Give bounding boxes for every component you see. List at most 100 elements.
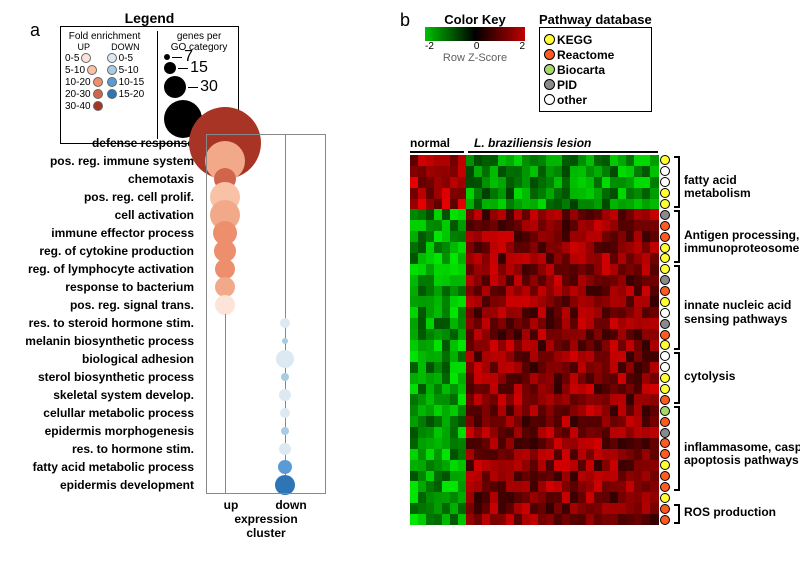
go-row: pos. reg. signal trans. bbox=[5, 296, 326, 314]
pw-dot bbox=[660, 308, 670, 318]
go-track bbox=[200, 278, 320, 296]
pw-dot bbox=[660, 232, 670, 242]
bubble-down bbox=[282, 338, 288, 344]
hm-cell bbox=[650, 177, 659, 188]
swatch bbox=[87, 65, 97, 75]
swatch bbox=[107, 89, 117, 99]
go-label: epidermis development bbox=[5, 478, 200, 492]
hm-cell bbox=[650, 471, 659, 482]
pw-dot bbox=[660, 177, 670, 187]
swatch-label: 0-5 bbox=[119, 53, 133, 64]
go-row: skeletal system develop. bbox=[5, 386, 326, 404]
go-label: pos. reg. cell prolif. bbox=[5, 190, 200, 204]
bubble-down bbox=[280, 408, 290, 418]
hm-cell bbox=[650, 155, 659, 166]
hm-cell bbox=[650, 405, 659, 416]
pw-dot bbox=[660, 221, 670, 231]
bracket bbox=[674, 352, 680, 404]
go-row: res. to hormone stim. bbox=[5, 440, 326, 458]
swatch-label: 15-20 bbox=[119, 89, 145, 100]
go-row: defense response bbox=[5, 134, 326, 152]
hm-normal-label: normal bbox=[410, 136, 450, 150]
annotation-label: ROS production bbox=[684, 506, 776, 519]
go-label: response to bacterium bbox=[5, 280, 200, 294]
annotation-label: inflammasome, caspase, apoptosis pathway… bbox=[684, 441, 800, 467]
go-row: res. to steroid hormone stim. bbox=[5, 314, 326, 332]
gene-size-label: 30 bbox=[200, 78, 218, 96]
go-label: sterol biosynthetic process bbox=[5, 370, 200, 384]
swatch-label: 30-40 bbox=[65, 101, 91, 112]
go-track bbox=[200, 224, 320, 242]
color-key: Color Key -202 Row Z-Score bbox=[425, 12, 525, 64]
pw-dot bbox=[660, 460, 670, 470]
pw-dot bbox=[660, 264, 670, 274]
hm-cell bbox=[650, 460, 659, 471]
go-track bbox=[200, 296, 320, 314]
hm-cell bbox=[650, 253, 659, 264]
col-group-bar bbox=[410, 151, 464, 153]
panel-b-legends: Color Key -202 Row Z-Score Pathway datab… bbox=[425, 12, 652, 112]
pdb-dot bbox=[544, 79, 555, 90]
ck-ticks: -202 bbox=[425, 41, 525, 52]
axis-down: down bbox=[275, 498, 306, 512]
go-label: fatty acid metabolic process bbox=[5, 460, 200, 474]
go-label: res. to steroid hormone stim. bbox=[5, 316, 200, 330]
up-col: UP 0-55-1010-2020-3030-40 bbox=[65, 42, 103, 112]
go-row: immune effector process bbox=[5, 224, 326, 242]
go-track bbox=[200, 440, 320, 458]
pdb-label: other bbox=[557, 93, 587, 107]
hm-cell bbox=[650, 503, 659, 514]
pw-dot bbox=[660, 406, 670, 416]
pdb-label: PID bbox=[557, 78, 577, 92]
bubble-up bbox=[215, 259, 235, 279]
go-track bbox=[200, 368, 320, 386]
go-label: epidermis morphogenesis bbox=[5, 424, 200, 438]
ck-gradient bbox=[425, 27, 525, 41]
go-label: res. to hormone stim. bbox=[5, 442, 200, 456]
pw-dot-col bbox=[660, 155, 674, 525]
hm-cell bbox=[650, 416, 659, 427]
hm-cell bbox=[650, 242, 659, 253]
go-track bbox=[200, 260, 320, 278]
legend-title: Legend bbox=[60, 10, 239, 26]
hm-cell bbox=[650, 373, 659, 384]
go-label: chemotaxis bbox=[5, 172, 200, 186]
bracket bbox=[674, 156, 680, 208]
down-swatches: 0-55-1010-1515-20 bbox=[107, 52, 145, 100]
hm-cell bbox=[650, 514, 659, 525]
hm-cell bbox=[650, 307, 659, 318]
hm-cell bbox=[650, 199, 659, 210]
swatch bbox=[107, 65, 117, 75]
hm-cell bbox=[650, 231, 659, 242]
pw-dot bbox=[660, 362, 670, 372]
swatch bbox=[107, 77, 117, 87]
bubble-down bbox=[281, 373, 289, 381]
go-rows: defense responsepos. reg. immune systemc… bbox=[5, 134, 326, 494]
pdb-title: Pathway database bbox=[539, 12, 652, 27]
go-track bbox=[200, 386, 320, 404]
hm-cell bbox=[650, 188, 659, 199]
genes-title: genes per GO category bbox=[164, 31, 234, 53]
hm-cell bbox=[650, 275, 659, 286]
go-row: cell activation bbox=[5, 206, 326, 224]
pw-dot bbox=[660, 384, 670, 394]
bracket bbox=[674, 504, 680, 524]
hm-cell bbox=[650, 481, 659, 492]
swatch-label: 10-20 bbox=[65, 77, 91, 88]
go-track bbox=[200, 332, 320, 350]
bubble-up bbox=[215, 277, 235, 297]
hm-cell bbox=[650, 449, 659, 460]
go-label: melanin biosynthetic process bbox=[5, 334, 200, 348]
go-row: reg. of cytokine production bbox=[5, 242, 326, 260]
pw-dot bbox=[660, 275, 670, 285]
pw-dot bbox=[660, 493, 670, 503]
go-row: chemotaxis bbox=[5, 170, 326, 188]
go-label: skeletal system develop. bbox=[5, 388, 200, 402]
pw-dot bbox=[660, 253, 670, 263]
pdb-dot bbox=[544, 49, 555, 60]
ck-tick: 2 bbox=[519, 41, 525, 52]
bubble-down bbox=[279, 389, 291, 401]
go-track bbox=[200, 458, 320, 476]
pw-dot bbox=[660, 297, 670, 307]
go-row: fatty acid metabolic process bbox=[5, 458, 326, 476]
